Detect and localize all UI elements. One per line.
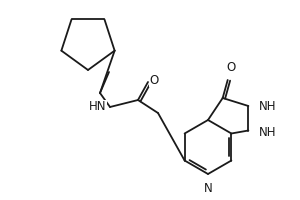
Text: O: O [226,61,235,74]
Text: O: O [149,73,159,86]
Text: N: N [204,182,212,195]
Text: HN: HN [88,100,106,114]
Text: NH: NH [258,126,276,139]
Text: NH: NH [258,99,276,112]
